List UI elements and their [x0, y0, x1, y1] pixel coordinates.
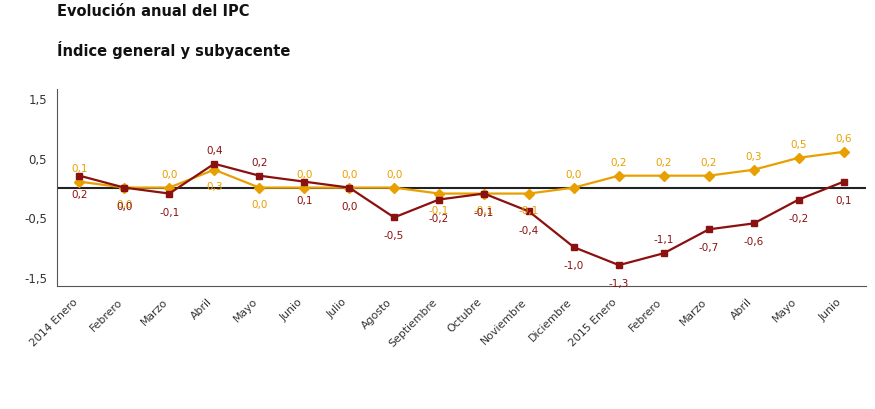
Text: 0,0: 0,0	[566, 169, 582, 179]
Text: 0,5: 0,5	[790, 139, 807, 150]
Text: 0,1: 0,1	[296, 195, 312, 205]
Text: -0,1: -0,1	[474, 206, 494, 216]
Text: 0,2: 0,2	[701, 157, 717, 167]
Text: -0,4: -0,4	[519, 225, 539, 235]
Text: 0,6: 0,6	[836, 134, 852, 144]
Text: -0,5: -0,5	[384, 231, 404, 241]
Text: -0,1: -0,1	[429, 206, 449, 216]
Text: 0,0: 0,0	[296, 169, 312, 179]
Text: Índice general y subyacente: Índice general y subyacente	[57, 41, 290, 59]
Text: 0,3: 0,3	[206, 182, 222, 192]
Text: 0,1: 0,1	[71, 163, 88, 173]
Text: 0,0: 0,0	[116, 201, 132, 211]
Text: -1,0: -1,0	[564, 261, 584, 271]
Text: 0,2: 0,2	[71, 189, 88, 199]
Text: -0,7: -0,7	[699, 243, 719, 253]
Text: -0,6: -0,6	[744, 237, 764, 247]
Text: -1,1: -1,1	[654, 235, 674, 245]
Text: -0,2: -0,2	[429, 213, 449, 223]
Text: 0,4: 0,4	[206, 146, 222, 155]
Text: 0,0: 0,0	[116, 200, 132, 210]
Text: 0,3: 0,3	[746, 151, 762, 162]
Text: Evolución anual del IPC: Evolución anual del IPC	[57, 4, 249, 19]
Text: -0,1: -0,1	[519, 206, 539, 216]
Text: 0,2: 0,2	[251, 157, 268, 167]
Text: 0,2: 0,2	[611, 157, 627, 167]
Text: 0,0: 0,0	[251, 200, 268, 210]
Text: -0,2: -0,2	[788, 213, 808, 223]
Text: 0,1: 0,1	[836, 195, 852, 205]
Text: -0,1: -0,1	[159, 207, 179, 217]
Text: 0,0: 0,0	[386, 169, 402, 179]
Text: 0,0: 0,0	[161, 169, 178, 179]
Text: -0,1: -0,1	[474, 207, 494, 217]
Text: 0,0: 0,0	[341, 169, 357, 179]
Text: -1,3: -1,3	[609, 279, 629, 288]
Text: 0,0: 0,0	[341, 201, 357, 211]
Text: 0,2: 0,2	[655, 157, 672, 167]
